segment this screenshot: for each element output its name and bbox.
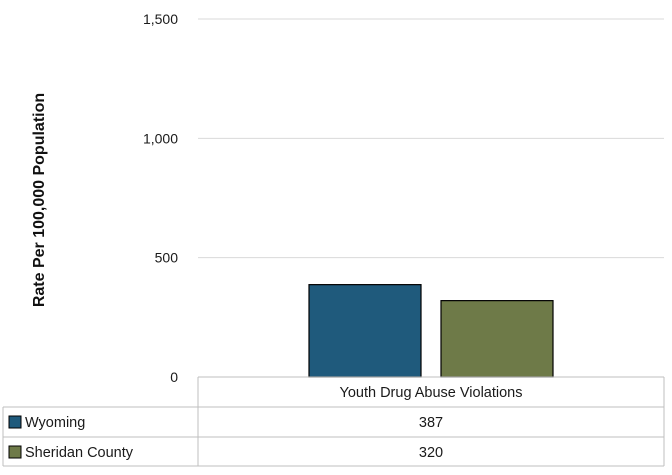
table-value: 320 [419, 445, 443, 461]
legend-swatch [8, 445, 22, 459]
y-axis-title: Rate Per 100,000 Population [31, 93, 48, 307]
table-value: 387 [419, 415, 443, 431]
bar-sheridan-county [440, 300, 554, 378]
y-tick-label: 1,000 [143, 130, 178, 146]
table-category-label: Youth Drug Abuse Violations [340, 385, 523, 401]
data-table: Youth Drug Abuse Violations Wyoming 387 She… [2, 376, 665, 467]
y-tick-label: 0 [170, 369, 178, 385]
bar-wyoming [308, 284, 422, 378]
legend-swatch [8, 415, 22, 429]
y-tick-label: 1,500 [143, 11, 178, 27]
legend-series-name: Sheridan County [25, 445, 134, 461]
legend-series-name: Wyoming [25, 415, 85, 431]
y-tick-label: 500 [155, 250, 179, 266]
y-axis-ticks: 0 500 1,000 1,500 [143, 11, 178, 385]
bars [308, 284, 554, 378]
gridlines [198, 18, 664, 259]
